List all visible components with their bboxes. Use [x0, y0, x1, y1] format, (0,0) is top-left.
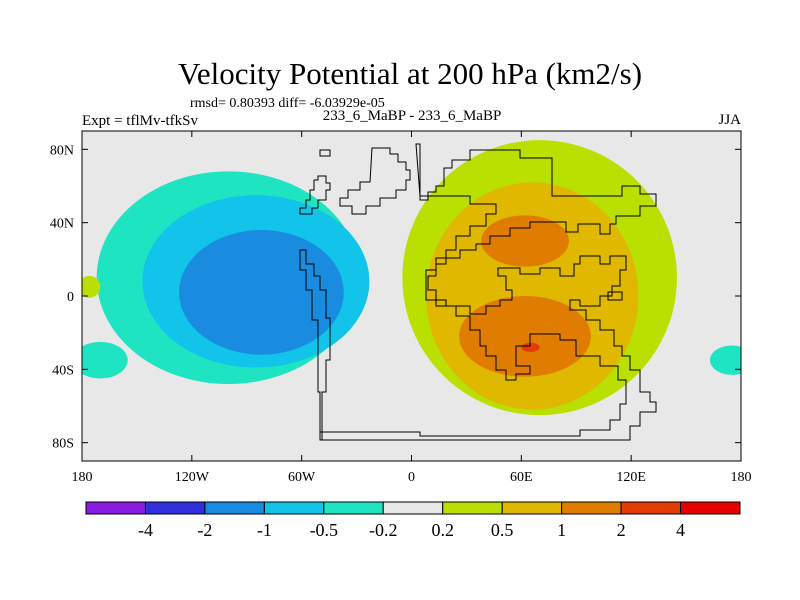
x-tick-label: 60E [510, 470, 533, 485]
center-label: 233_6_MaBP - 233_6_MaBP [323, 108, 502, 124]
x-tick-label: 180 [731, 470, 752, 485]
colorbar-label: -1 [257, 520, 272, 540]
colorbar-swatch-9 [620, 501, 682, 515]
continent-outline [299, 143, 657, 441]
contour-regions [82, 140, 741, 416]
experiment-label: Expt = tflMv-tfkSv [82, 113, 198, 129]
x-axis: 180 120W 60W 0 60E 120E 180 [72, 131, 752, 485]
chart-title: Velocity Potential at 200 hPa (km2/s) [178, 56, 642, 91]
colorbar-label: 0.5 [491, 520, 514, 540]
y-axis: 80N 40N 0 40S 80S [50, 143, 741, 452]
stats-line: rmsd= 0.80393 diff= -6.03929e-05 [190, 96, 385, 111]
colorbar-swatch-4 [323, 501, 384, 515]
colorbar-label: -4 [138, 520, 153, 540]
americas-outline [299, 175, 331, 441]
colorbar-label: 4 [676, 520, 685, 540]
colorbar-swatch-8 [561, 501, 622, 515]
season-label: JJA [718, 112, 741, 128]
x-tick-label: 0 [408, 470, 415, 485]
colorbar-swatch-6 [442, 501, 503, 515]
contour-region-6 [82, 275, 101, 298]
europe-africa-asia-outline [319, 143, 657, 441]
contour-region-2 [709, 345, 741, 375]
contour-region-4 [179, 230, 344, 355]
colorbar-label: 1 [557, 520, 566, 540]
colorbar-swatch-7 [501, 501, 563, 515]
colorbar-label: -0.5 [310, 520, 339, 540]
colorbar-label: 2 [617, 520, 626, 540]
colorbar: -4 -2 -1 -0.5 -0.2 0.2 0.5 1 2 4 [85, 501, 741, 540]
y-tick-label: 40S [52, 363, 74, 378]
contour-region-10 [521, 342, 540, 352]
colorbar-swatch-3 [263, 501, 325, 515]
y-tick-label: 40N [50, 217, 74, 232]
plot-area: 180 120W 60W 0 60E 120E 180 80N 40N 0 40S 80S [50, 130, 752, 485]
colorbar-label: -2 [197, 520, 212, 540]
colorbar-label: 0.2 [431, 520, 454, 540]
y-tick-label: 80N [50, 143, 74, 158]
colorbar-label: -0.2 [369, 520, 398, 540]
x-tick-label: 180 [72, 470, 93, 485]
contour-region-8 [481, 215, 569, 267]
y-tick-label: 0 [67, 290, 74, 305]
island-outline [319, 149, 623, 301]
colorbar-swatch-0 [85, 501, 146, 515]
contour-region-1 [82, 341, 128, 379]
x-tick-label: 120E [616, 470, 646, 485]
colorbar-swatch-5 [382, 501, 444, 515]
colorbar-swatch-10 [680, 501, 741, 515]
x-tick-label: 60W [288, 470, 316, 485]
x-tick-label: 120W [175, 470, 210, 485]
y-tick-label: 80S [52, 437, 74, 452]
contour-region-9 [459, 296, 591, 377]
colorbar-swatch-2 [204, 501, 265, 515]
colorbar-swatch-1 [144, 501, 206, 515]
